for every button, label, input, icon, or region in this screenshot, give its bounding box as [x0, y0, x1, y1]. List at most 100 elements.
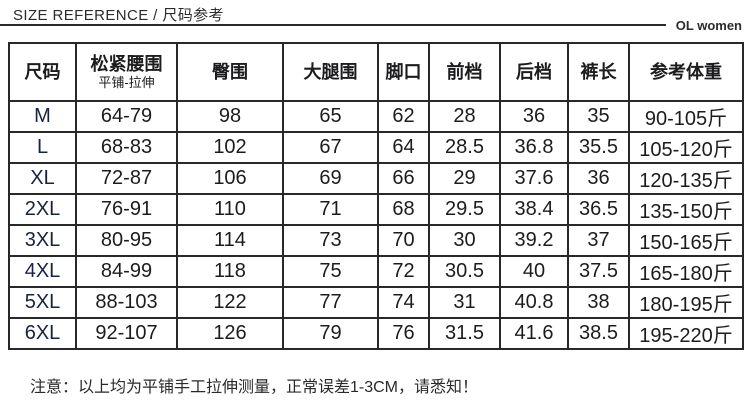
table-cell: 41.6	[499, 317, 569, 350]
table-row: M 64-79 98 65 62 28 36 35 90-105斤	[8, 100, 744, 133]
table-cell: 122	[176, 286, 284, 319]
header-rule-row: OL women	[0, 17, 742, 33]
table-cell: 28	[428, 100, 501, 133]
table-cell: 180-195斤	[628, 286, 744, 319]
size-cell: 2XL	[8, 193, 77, 226]
table-cell: 195-220斤	[628, 317, 744, 350]
table-cell: 30	[428, 224, 501, 257]
table-cell: 126	[176, 317, 284, 350]
table-cell: 70	[377, 224, 430, 257]
table-row: 3XL 80-95 114 73 70 30 39.2 37 150-165斤	[8, 224, 744, 257]
table-cell: 37.6	[499, 162, 569, 195]
table-row: 4XL 84-99 118 75 72 30.5 40 37.5 165-180斤	[8, 255, 744, 288]
header-row: 尺码 松紧腰围 平铺-拉伸 臀围 大腿围 脚口 前档 后档 裤长 参考体重	[8, 42, 744, 102]
table-cell: 36.8	[499, 131, 569, 164]
table-cell: 62	[377, 100, 430, 133]
size-table: 尺码 松紧腰围 平铺-拉伸 臀围 大腿围 脚口 前档 后档 裤长 参考体重 M 64-79 98 65 6…	[8, 42, 744, 350]
table-cell: 79	[282, 317, 379, 350]
table-body: M 64-79 98 65 62 28 36 35 90-105斤 L 68-83 102 67 64 28…	[8, 100, 744, 350]
table-cell: 36	[499, 100, 569, 133]
table-row: XL 72-87 106 69 66 29 37.6 36 120-135斤	[8, 162, 744, 195]
table-cell: 80-95	[75, 224, 178, 257]
divider-line	[0, 24, 666, 26]
table-cell: 106	[176, 162, 284, 195]
table-cell: 68-83	[75, 131, 178, 164]
table-cell: 74	[377, 286, 430, 319]
table-row: L 68-83 102 67 64 28.5 36.8 35.5 105-120斤	[8, 131, 744, 164]
size-note: 注意：以上均为平铺手工拉伸测量，正常误差1-3CM，请悉知！	[30, 379, 479, 396]
column-header-label: 松紧腰围	[90, 53, 163, 74]
table-cell: 38.4	[499, 193, 569, 226]
size-cell: M	[8, 100, 77, 133]
table-cell: 73	[282, 224, 379, 257]
table-cell: 67	[282, 131, 379, 164]
table-row: 6XL 92-107 126 79 76 31.5 41.6 38.5 195-220斤	[8, 317, 744, 350]
size-cell: XL	[8, 162, 77, 195]
column-header: 臀围	[176, 42, 284, 102]
column-header-label: 臀围	[212, 61, 248, 82]
table-cell: 38.5	[567, 317, 630, 350]
table-cell: 31	[428, 286, 501, 319]
table-cell: 165-180斤	[628, 255, 744, 288]
column-header: 松紧腰围 平铺-拉伸	[75, 42, 178, 102]
brand-label: OL women	[675, 17, 742, 33]
table-cell: 40.8	[499, 286, 569, 319]
size-cell: 3XL	[8, 224, 77, 257]
table-cell: 64	[377, 131, 430, 164]
table-cell: 90-105斤	[628, 100, 744, 133]
table-cell: 114	[176, 224, 284, 257]
table-cell: 31.5	[428, 317, 501, 350]
table-cell: 65	[282, 100, 379, 133]
table-cell: 135-150斤	[628, 193, 744, 226]
column-header-label: 后档	[516, 61, 552, 82]
table-cell: 118	[176, 255, 284, 288]
column-header-label: 尺码	[24, 61, 61, 82]
table-cell: 84-99	[75, 255, 178, 288]
table-cell: 72	[377, 255, 430, 288]
table-cell: 35	[567, 100, 630, 133]
table-cell: 66	[377, 162, 430, 195]
table-cell: 92-107	[75, 317, 178, 350]
table-cell: 102	[176, 131, 284, 164]
table-cell: 64-79	[75, 100, 178, 133]
table-cell: 110	[176, 193, 284, 226]
column-header-label: 裤长	[580, 61, 617, 82]
table-row: 5XL 88-103 122 77 74 31 40.8 38 180-195斤	[8, 286, 744, 319]
column-header: 裤长	[567, 42, 630, 102]
column-header-label: 脚口	[385, 61, 422, 82]
table-cell: 72-87	[75, 162, 178, 195]
page-title: SIZE REFERENCE / 尺码参考	[13, 7, 224, 24]
table-cell: 77	[282, 286, 379, 319]
table-cell: 29.5	[428, 193, 501, 226]
table-cell: 38	[567, 286, 630, 319]
table-cell: 28.5	[428, 131, 501, 164]
table-cell: 75	[282, 255, 379, 288]
column-header-label: 参考体重	[650, 61, 722, 82]
size-cell: 6XL	[8, 317, 77, 350]
size-cell: L	[8, 131, 77, 164]
table-cell: 88-103	[75, 286, 178, 319]
table-cell: 39.2	[499, 224, 569, 257]
table-cell: 98	[176, 100, 284, 133]
table-cell: 36	[567, 162, 630, 195]
table-cell: 37	[567, 224, 630, 257]
column-header-label: 前档	[446, 61, 483, 82]
table-cell: 150-165斤	[628, 224, 744, 257]
column-header-sublabel: 平铺-拉伸	[98, 75, 155, 91]
column-header: 脚口	[377, 42, 430, 102]
table-cell: 68	[377, 193, 430, 226]
table-cell: 105-120斤	[628, 131, 744, 164]
table-cell: 37.5	[567, 255, 630, 288]
column-header: 后档	[499, 42, 569, 102]
table-cell: 29	[428, 162, 501, 195]
column-header: 前档	[428, 42, 501, 102]
size-cell: 4XL	[8, 255, 77, 288]
table-row: 2XL 76-91 110 71 68 29.5 38.4 36.5 135-150斤	[8, 193, 744, 226]
table-cell: 35.5	[567, 131, 630, 164]
table-cell: 36.5	[567, 193, 630, 226]
column-header: 尺码	[8, 42, 77, 102]
table-cell: 76-91	[75, 193, 178, 226]
table-cell: 120-135斤	[628, 162, 744, 195]
table-cell: 76	[377, 317, 430, 350]
table-cell: 30.5	[428, 255, 501, 288]
